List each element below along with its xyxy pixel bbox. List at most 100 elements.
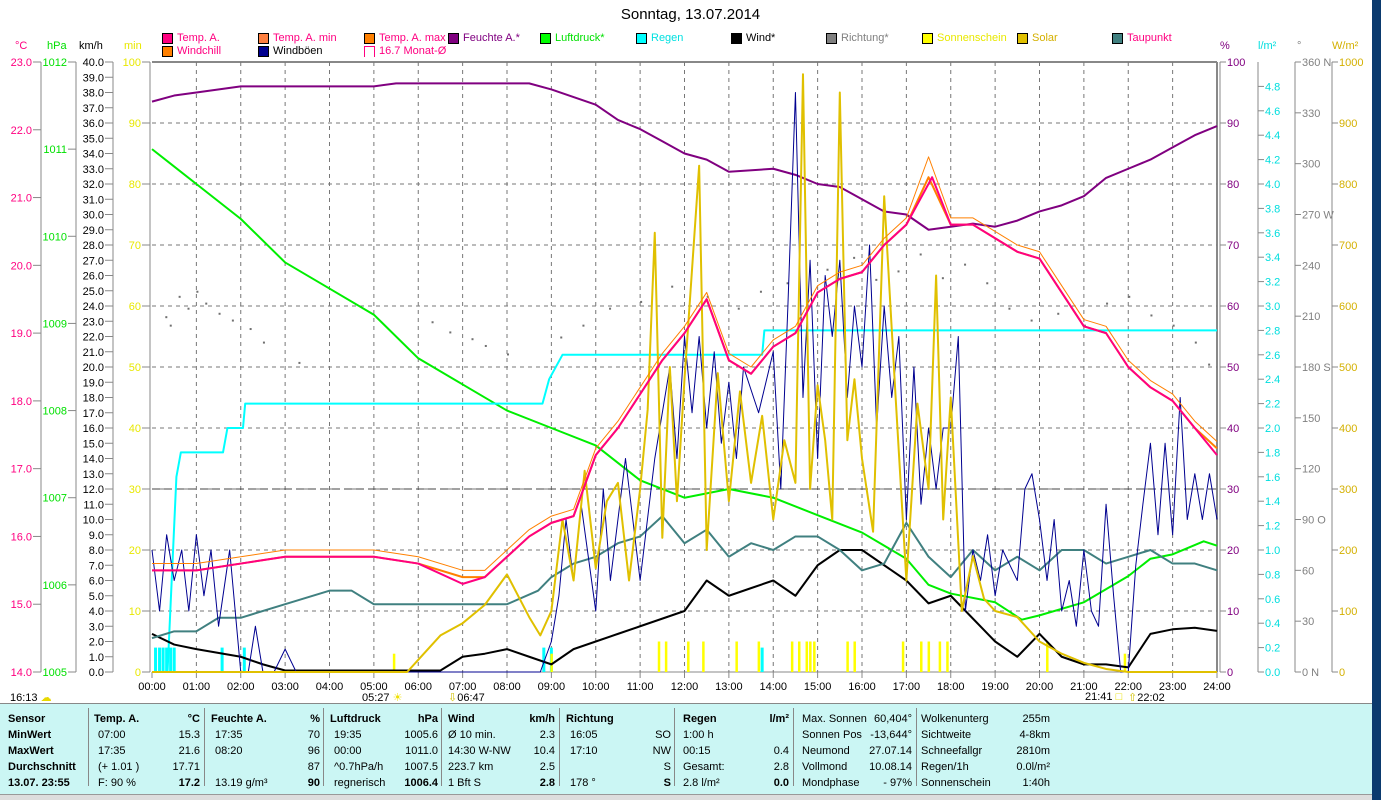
direction-point <box>964 263 967 266</box>
axis-tick-label: 37.0 <box>83 103 104 115</box>
hum-row-value: 70 <box>307 729 320 741</box>
sunshine-bar <box>1046 641 1049 672</box>
direction-point <box>1057 312 1060 315</box>
legend-item: Temp. A. min <box>258 32 337 44</box>
direction-point <box>897 270 900 273</box>
column-divider <box>916 708 917 786</box>
legend-swatch <box>162 32 173 44</box>
axis-tick-label: 270 W <box>1302 210 1334 222</box>
axis-tick-label: 80 <box>129 179 141 191</box>
astro-value: 10.08.14 <box>869 761 912 773</box>
wind-row-value: 2.5 <box>539 761 555 773</box>
legend-item: Sonnenschein <box>922 32 1007 44</box>
unit-press: hPa <box>47 40 67 52</box>
axis-tick-label: 28.0 <box>83 240 104 252</box>
dir-header: Richtung <box>566 713 614 725</box>
series-temp-a- <box>152 176 1218 585</box>
wind-row-time: 14:30 W-NW <box>448 745 511 757</box>
x-tick-label: 19:00 <box>981 681 1009 693</box>
axis-tick-label: 1.6 <box>1265 472 1280 484</box>
axis-tick-label: 30 <box>1227 484 1239 496</box>
misc-label: Wolkenunterg <box>921 713 989 725</box>
legend-label: Sonnenschein <box>937 32 1007 44</box>
sunshine-bar <box>790 641 794 672</box>
axis-tick-label: 120 <box>1302 464 1320 476</box>
legend-swatch <box>922 32 933 44</box>
x-tick-label: 06:00 <box>404 681 432 693</box>
x-tick-label: 16:00 <box>848 681 876 693</box>
temp-row-time: 07:00 <box>98 729 126 741</box>
direction-point <box>1008 307 1011 310</box>
x-tick-label: 21:00 <box>1070 681 1098 693</box>
x-tick-label: 22:00 <box>1114 681 1142 693</box>
axis-tick-label: 4.0 <box>1265 179 1280 191</box>
axis-tick-label: 800 <box>1339 179 1357 191</box>
dusk-marker: ⇧22:02 <box>1128 691 1165 704</box>
press-row-value: 1006.4 <box>404 777 438 789</box>
column-divider <box>793 708 794 786</box>
series-luftdruck- <box>151 148 1218 621</box>
temp-row-value: 15.3 <box>178 729 200 741</box>
legend-label: Windchill <box>177 45 222 57</box>
hum-row-time: 08:20 <box>215 745 243 757</box>
axis-tick-label: 90 O <box>1302 515 1326 527</box>
axis-tick-label: 900 <box>1339 118 1357 130</box>
sunshine-bar <box>938 641 942 672</box>
sunset-label: 21:41 <box>1085 691 1113 703</box>
sunshine-bar <box>735 641 738 672</box>
direction-point <box>196 290 199 293</box>
axis-tick-label: 3.0 <box>89 621 104 633</box>
axis-tick-label: 21.0 <box>11 193 32 205</box>
axis-tick-label: 6.0 <box>89 576 104 588</box>
axis-tick-label: 600 <box>1339 301 1357 313</box>
axis-tick-label: 2.6 <box>1265 350 1280 362</box>
axis-tick-label: 14.0 <box>11 667 32 679</box>
axis-tick-label: 17.0 <box>11 464 32 476</box>
press-row-time: 19:35 <box>334 729 362 741</box>
legend-label: Windböen <box>273 45 323 57</box>
column-divider <box>204 708 205 786</box>
axis-tick-label: 2.0 <box>1265 423 1280 435</box>
hum-row-value: 96 <box>307 745 320 757</box>
axis-tick-label: 0 <box>135 667 141 679</box>
misc-value: 4-8km <box>1019 729 1050 741</box>
axis-tick-label: 15.0 <box>11 599 32 611</box>
direction-point <box>218 312 221 315</box>
sunshine-bar <box>687 641 690 672</box>
sunshine-bar <box>797 641 801 672</box>
x-tick-label: 18:00 <box>937 681 965 693</box>
legend-item: Luftdruck* <box>540 32 605 44</box>
axis-tick-label: 10.0 <box>83 515 104 527</box>
axis-tick-label: 5.0 <box>89 591 104 603</box>
axis-tick-label: 0.4 <box>1265 618 1280 630</box>
axis-tick-label: 1000 <box>1339 57 1363 69</box>
sunshine-bar <box>813 641 816 672</box>
axis-tick-label: 4.6 <box>1265 106 1280 118</box>
misc-label: Sichtweite <box>921 729 972 741</box>
rain-bar <box>220 647 224 672</box>
series-wind- <box>151 549 1218 672</box>
sunshine-bar <box>853 641 856 672</box>
unit-rain: l/m² <box>1258 40 1277 52</box>
direction-point <box>178 295 181 298</box>
direction-point <box>431 321 434 324</box>
axis-tick-label: 80 <box>1227 179 1239 191</box>
astro-label: Mondphase <box>802 777 860 789</box>
weather-chart: 00:00 01:00 02:00 03:00 04:00 05:00 06:00 07:00… <box>11 57 1364 693</box>
legend-item: Solar <box>1017 32 1058 44</box>
series-temp-a-max <box>152 156 1218 571</box>
legend-label: Solar <box>1032 32 1058 44</box>
axis-tick-label: 3.4 <box>1265 252 1280 264</box>
unit-wind: km/h <box>79 40 103 52</box>
legend-label: Regen <box>651 32 684 44</box>
axis-tick-label: 30 <box>1302 616 1314 628</box>
series-regen <box>152 329 1217 673</box>
rain-row-value: 0.0 <box>773 777 789 789</box>
rain-bar <box>760 647 764 672</box>
axis-tick-label: 90 <box>129 118 141 130</box>
axis-tick-label: 20 <box>1227 545 1239 557</box>
axis-tick-label: 33.0 <box>83 164 104 176</box>
misc-value: 2810m <box>1016 745 1050 757</box>
legend-label: Taupunkt <box>1127 32 1172 44</box>
axis-tick-label: 70 <box>129 240 141 252</box>
